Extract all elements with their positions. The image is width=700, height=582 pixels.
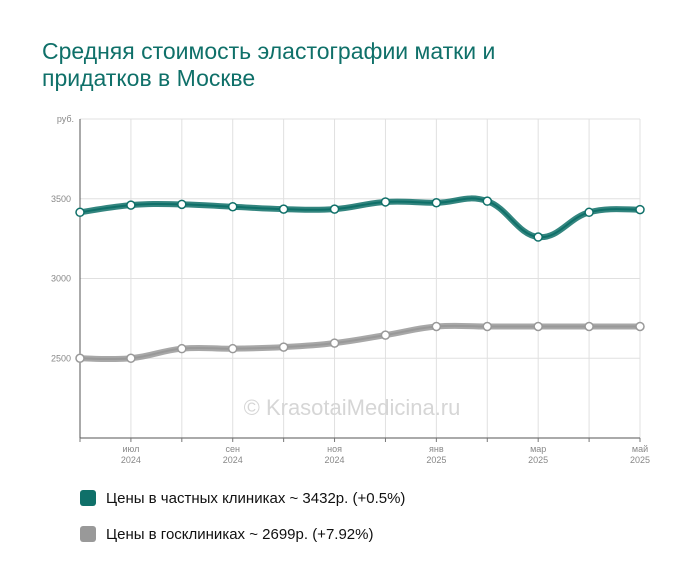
data-point-public <box>584 321 594 332</box>
y-tick-label: 2500 <box>51 353 71 363</box>
legend-swatch-private <box>80 490 96 506</box>
data-point-private <box>635 204 645 215</box>
x-tick-label-year: 2025 <box>528 455 548 465</box>
x-tick-label-year: 2025 <box>630 455 650 465</box>
data-point-private <box>380 197 391 207</box>
legend-item-public[interactable]: Цены в госклиниках ~ 2699р. (+7.92%) <box>80 524 405 544</box>
data-point-public <box>635 321 645 332</box>
x-tick-label-month: июл <box>122 444 139 454</box>
series-line-public <box>77 322 643 363</box>
data-point-public <box>431 321 442 332</box>
y-tick-label: 3000 <box>51 274 71 284</box>
x-tick-label-month: ноя <box>327 444 342 454</box>
series-points <box>75 196 645 363</box>
axes: 250030003500руб.июл2024сен2024ноя2024янв… <box>51 114 650 465</box>
y-axis-label: руб. <box>57 114 74 124</box>
x-tick-label-year: 2024 <box>223 455 243 465</box>
x-tick-label-month: сен <box>225 444 240 454</box>
data-point-public <box>482 321 493 332</box>
data-point-private <box>329 204 340 214</box>
watermark: © KrasotaiMedicina.ru <box>244 395 461 420</box>
data-point-public <box>75 353 85 363</box>
data-point-public <box>126 353 136 363</box>
line-chart: 250030003500руб.июл2024сен2024ноя2024янв… <box>51 114 650 465</box>
data-point-public <box>278 342 289 352</box>
data-point-private <box>278 204 289 214</box>
legend-label-public: Цены в госклиниках ~ 2699р. (+7.92%) <box>106 525 374 543</box>
x-tick-label-month: мар <box>530 444 546 454</box>
grid-lines <box>79 118 641 438</box>
data-point-private <box>431 197 442 208</box>
data-point-private <box>227 201 238 212</box>
data-point-private <box>482 196 493 206</box>
x-tick-label-month: янв <box>429 444 444 454</box>
legend: Цены в частных клиниках ~ 3432р. (+0.5%)… <box>80 488 405 560</box>
data-point-private <box>75 207 85 218</box>
data-point-public <box>329 338 340 348</box>
data-point-public <box>177 343 187 354</box>
data-point-public <box>227 343 238 354</box>
series-line-core-public <box>79 324 640 361</box>
data-point-private <box>584 207 594 218</box>
chart-title: Средняя стоимость эластографии матки и п… <box>42 38 496 91</box>
legend-label-private: Цены в частных клиниках ~ 3432р. (+0.5%) <box>106 489 406 507</box>
y-tick-label: 3500 <box>51 194 71 204</box>
data-point-private <box>126 200 136 210</box>
x-tick-label-month: май <box>632 444 648 454</box>
data-point-public <box>533 321 543 332</box>
x-tick-label-year: 2025 <box>426 455 446 465</box>
data-point-private <box>177 199 187 210</box>
legend-swatch-public <box>80 526 96 542</box>
legend-item-private[interactable]: Цены в частных клиниках ~ 3432р. (+0.5%) <box>80 488 405 508</box>
data-point-public <box>380 330 391 340</box>
x-tick-label-year: 2024 <box>325 455 345 465</box>
x-tick-label-year: 2024 <box>121 455 141 465</box>
data-point-private <box>533 232 543 242</box>
